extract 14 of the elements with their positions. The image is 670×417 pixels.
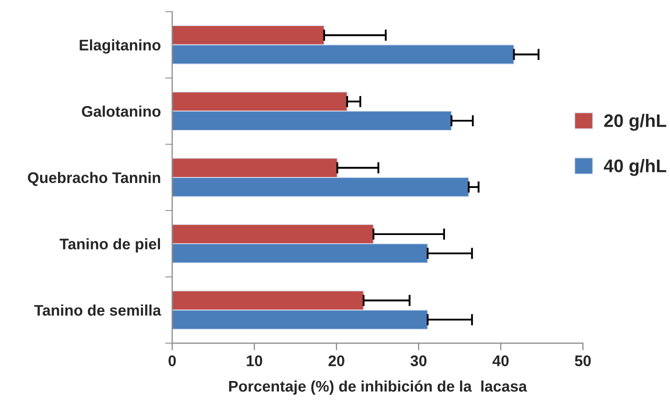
x-tick-label: 20 [328, 355, 344, 366]
legend-label: 40 g/hL [604, 159, 666, 176]
legend-label: 20 g/hL [604, 114, 666, 131]
y-tick-label: Elagitanino [80, 39, 160, 54]
x-axis-title: Porcentaje (%) de inhibición de la lacasa [229, 380, 528, 395]
x-tick-label: 40 [492, 355, 509, 366]
y-tick-label: Galotanino [82, 106, 160, 117]
x-tick-label: 30 [410, 355, 426, 366]
y-tick-label: Tanino de piel [60, 238, 160, 252]
y-tick-label: Quebracho Tannin [28, 172, 160, 186]
x-tick-label: 0 [168, 355, 176, 366]
y-tick-label: Tanino de semilla [34, 304, 162, 316]
x-tick-label: 10 [246, 355, 262, 366]
x-tick-label: 50 [574, 355, 591, 366]
